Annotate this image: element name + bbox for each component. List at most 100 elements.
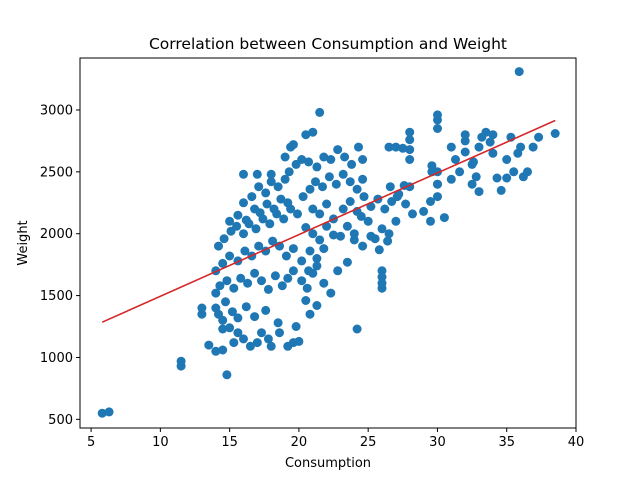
scatter-point xyxy=(197,303,207,313)
scatter-point xyxy=(263,284,273,294)
scatter-point xyxy=(392,192,402,202)
scatter-point xyxy=(426,216,435,226)
scatter-point xyxy=(232,221,242,231)
scatter-point xyxy=(239,229,248,239)
scatter-point xyxy=(319,152,329,162)
scatter-point xyxy=(305,184,315,194)
scatter-point xyxy=(488,148,498,158)
scatter-point xyxy=(349,229,359,239)
scatter-point xyxy=(293,209,302,219)
scatter-point xyxy=(219,234,229,244)
scatter-point xyxy=(474,187,484,197)
scatter-point xyxy=(266,341,276,351)
scatter-point xyxy=(241,302,251,312)
scatter-point xyxy=(359,192,369,202)
scatter-point xyxy=(385,182,395,192)
scatter-point xyxy=(233,313,243,323)
scatter-point xyxy=(380,204,390,214)
scatter-point xyxy=(433,110,442,120)
scatter-point xyxy=(215,281,225,291)
y-tick-label: 500 xyxy=(48,413,73,428)
y-axis: 500 1000 1500 2000 2500 3000 xyxy=(40,103,80,428)
scatter-point xyxy=(534,132,544,142)
scatter-point xyxy=(514,67,524,77)
scatter-point xyxy=(291,322,301,331)
scatter-point xyxy=(301,296,311,305)
scatter-point xyxy=(197,309,207,319)
scatter-point xyxy=(352,324,362,334)
scatter-point xyxy=(315,209,325,219)
scatter-point xyxy=(297,155,307,164)
scatter-point xyxy=(304,157,314,167)
scatter-point xyxy=(460,136,470,146)
scatter-point xyxy=(266,177,276,187)
scatter-point xyxy=(433,192,442,202)
scatter-point xyxy=(302,283,312,293)
scatter-point xyxy=(502,155,512,164)
x-tick-label: 5 xyxy=(87,435,95,450)
scatter-point xyxy=(281,251,291,261)
scatter-point xyxy=(269,204,279,214)
scatter-point xyxy=(419,206,429,216)
scatter-point xyxy=(318,182,327,192)
scatter-point xyxy=(312,254,322,263)
scatter-point xyxy=(502,173,512,183)
scatter-point xyxy=(263,334,273,344)
scatter-point xyxy=(358,241,368,251)
scatter-point xyxy=(338,204,348,214)
scatter-point xyxy=(294,336,304,346)
scatter-point xyxy=(211,288,221,298)
scatter-point xyxy=(225,216,235,226)
scatter-point xyxy=(243,278,253,288)
scatter-point xyxy=(236,273,246,283)
scatter-point xyxy=(255,208,265,218)
scatter-point xyxy=(233,210,243,220)
scatter-point xyxy=(218,258,228,268)
scatter-point xyxy=(408,209,417,219)
scatter-point xyxy=(354,142,363,152)
scatter-point xyxy=(358,174,368,184)
scatter-point xyxy=(266,169,276,179)
scatter-point xyxy=(297,256,307,266)
scatter-point xyxy=(252,338,262,348)
scatter-point xyxy=(336,231,345,241)
scatter-point xyxy=(222,276,232,286)
scatter-point xyxy=(451,155,460,164)
scatter-point xyxy=(391,142,401,152)
scatter-point xyxy=(305,309,315,319)
scatter-point xyxy=(474,142,484,152)
scatter-point xyxy=(279,214,289,224)
scatter-point xyxy=(247,192,257,202)
scatter-point xyxy=(528,142,538,152)
scatter-point xyxy=(241,215,251,225)
scatter-point xyxy=(257,276,266,286)
scatter-point xyxy=(254,241,264,251)
x-tick-label: 25 xyxy=(360,435,377,450)
scatter-point xyxy=(225,251,235,261)
scatter-point xyxy=(377,272,387,282)
scatter-point xyxy=(97,408,107,418)
scatter-point xyxy=(405,155,415,164)
scatter-point xyxy=(446,142,456,152)
scatter-point xyxy=(176,356,186,366)
scatter-point xyxy=(214,309,223,319)
scatter-point xyxy=(331,179,341,189)
scatter-point xyxy=(322,199,332,209)
scatter-point xyxy=(229,283,239,293)
scatter-point xyxy=(366,231,376,241)
scatter-point xyxy=(221,297,230,307)
scatter-point xyxy=(481,127,491,137)
scatter-point xyxy=(496,185,506,195)
scatter-point xyxy=(308,127,318,137)
scatter-point xyxy=(239,169,248,179)
scatter-point xyxy=(460,130,470,140)
scatter-point xyxy=(312,261,322,271)
scatter-point xyxy=(384,142,394,152)
scatter-point xyxy=(340,152,350,162)
scatter-point xyxy=(104,407,114,417)
scatter-point xyxy=(225,323,235,333)
scatter-point xyxy=(229,338,239,348)
scatter-point xyxy=(204,340,214,350)
scatter-point xyxy=(469,157,478,167)
